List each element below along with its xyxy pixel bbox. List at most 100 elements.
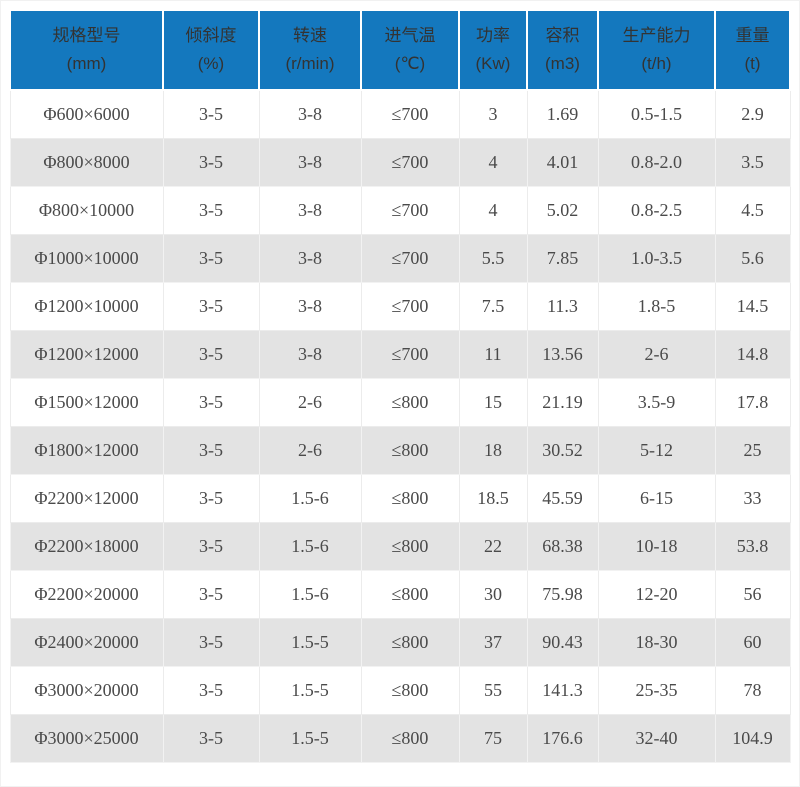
column-header-spec-model: 规格型号 (mm): [9, 9, 164, 91]
table-cell: 3-8: [258, 185, 362, 235]
table-cell: 1.5-6: [258, 521, 362, 571]
table-cell: ≤800: [360, 665, 460, 715]
table-cell: 75: [458, 713, 528, 763]
table-cell: 25: [714, 425, 791, 475]
table-row: Φ3000×20000 3-5 1.5-5 ≤800 55 141.3 25-35 78: [9, 665, 791, 715]
table-cell: 0.5-1.5: [597, 89, 716, 139]
table-cell: 55: [458, 665, 528, 715]
table-cell: 4: [458, 137, 528, 187]
table-cell: 7.5: [458, 281, 528, 331]
spec-table: 规格型号 (mm) 倾斜度 (%) 转速 (r/min) 进气温 (℃) 功率: [9, 9, 791, 763]
table-cell: 45.59: [526, 473, 599, 523]
table-cell: 3-5: [162, 569, 260, 619]
table-cell: 56: [714, 569, 791, 619]
table-cell: 3-5: [162, 665, 260, 715]
table-cell: 3-5: [162, 425, 260, 475]
table-cell: 5.6: [714, 233, 791, 283]
table-cell: 14.8: [714, 329, 791, 379]
table-cell: ≤700: [360, 185, 460, 235]
table-cell: ≤800: [360, 713, 460, 763]
table-cell: 3-5: [162, 185, 260, 235]
column-title: 生产能力: [622, 26, 691, 45]
table-cell: 68.38: [526, 521, 599, 571]
table-cell: Φ3000×25000: [9, 713, 164, 763]
column-unit: (m3): [545, 54, 580, 73]
table-cell: 3-5: [162, 521, 260, 571]
table-row: Φ3000×25000 3-5 1.5-5 ≤800 75 176.6 32-40 104.9: [9, 713, 791, 763]
table-cell: 22: [458, 521, 528, 571]
spec-table-body: Φ600×6000 3-5 3-8 ≤700 3 1.69 0.5-1.5 2.9 Φ800×8…: [9, 89, 791, 763]
table-cell: ≤800: [360, 473, 460, 523]
table-cell: 3-5: [162, 329, 260, 379]
table-cell: 21.19: [526, 377, 599, 427]
column-header-rotation-speed: 转速 (r/min): [258, 9, 362, 91]
column-unit: (r/min): [285, 54, 335, 73]
table-cell: Φ800×8000: [9, 137, 164, 187]
table-cell: 78: [714, 665, 791, 715]
table-cell: ≤700: [360, 329, 460, 379]
table-cell: 3-5: [162, 473, 260, 523]
table-cell: ≤700: [360, 233, 460, 283]
table-cell: 4.5: [714, 185, 791, 235]
table-row: Φ800×8000 3-5 3-8 ≤700 4 4.01 0.8-2.0 3.5: [9, 137, 791, 187]
table-row: Φ1200×12000 3-5 3-8 ≤700 11 13.56 2-6 14.8: [9, 329, 791, 379]
table-cell: Φ600×6000: [9, 89, 164, 139]
table-cell: 3-8: [258, 137, 362, 187]
table-cell: 2.9: [714, 89, 791, 139]
table-cell: Φ1200×10000: [9, 281, 164, 331]
table-row: Φ2200×12000 3-5 1.5-6 ≤800 18.5 45.59 6-15 33: [9, 473, 791, 523]
table-cell: 1.5-5: [258, 617, 362, 667]
table-cell: 1.5-6: [258, 569, 362, 619]
table-cell: 7.85: [526, 233, 599, 283]
table-cell: 90.43: [526, 617, 599, 667]
table-row: Φ1200×10000 3-5 3-8 ≤700 7.5 11.3 1.8-5 14.5: [9, 281, 791, 331]
table-cell: 2-6: [258, 425, 362, 475]
table-cell: 11.3: [526, 281, 599, 331]
column-unit: (Kw): [475, 54, 511, 73]
table-cell: 5.5: [458, 233, 528, 283]
table-cell: 3-5: [162, 281, 260, 331]
table-cell: 18-30: [597, 617, 716, 667]
table-row: Φ800×10000 3-5 3-8 ≤700 4 5.02 0.8-2.5 4.5: [9, 185, 791, 235]
table-cell: 0.8-2.5: [597, 185, 716, 235]
table-cell: 3-5: [162, 617, 260, 667]
table-cell: 1.5-5: [258, 665, 362, 715]
table-cell: 3-8: [258, 89, 362, 139]
table-cell: 12-20: [597, 569, 716, 619]
table-cell: 11: [458, 329, 528, 379]
table-cell: ≤700: [360, 89, 460, 139]
table-cell: 6-15: [597, 473, 716, 523]
column-header-inlet-temp: 进气温 (℃): [360, 9, 460, 91]
table-cell: 3-5: [162, 233, 260, 283]
table-cell: 13.56: [526, 329, 599, 379]
column-header-weight: 重量 (t): [714, 9, 791, 91]
table-cell: 3-5: [162, 89, 260, 139]
table-cell: ≤700: [360, 137, 460, 187]
column-unit: (℃): [394, 54, 426, 73]
column-header-volume: 容积 (m3): [526, 9, 599, 91]
table-row: Φ1000×10000 3-5 3-8 ≤700 5.5 7.85 1.0-3.5 5.6: [9, 233, 791, 283]
table-cell: Φ1200×12000: [9, 329, 164, 379]
table-cell: 10-18: [597, 521, 716, 571]
table-cell: 1.69: [526, 89, 599, 139]
table-cell: 60: [714, 617, 791, 667]
column-title: 倾斜度: [185, 26, 237, 45]
table-cell: 3-5: [162, 713, 260, 763]
column-title: 转速: [293, 26, 327, 45]
table-cell: 18.5: [458, 473, 528, 523]
column-title: 规格型号: [52, 26, 121, 45]
table-cell: ≤700: [360, 281, 460, 331]
table-cell: 25-35: [597, 665, 716, 715]
table-row: Φ600×6000 3-5 3-8 ≤700 3 1.69 0.5-1.5 2.9: [9, 89, 791, 139]
table-cell: 0.8-2.0: [597, 137, 716, 187]
table-cell: 2-6: [258, 377, 362, 427]
table-cell: Φ2200×12000: [9, 473, 164, 523]
table-cell: 3.5-9: [597, 377, 716, 427]
table-cell: 104.9: [714, 713, 791, 763]
table-cell: 3-8: [258, 281, 362, 331]
table-cell: 37: [458, 617, 528, 667]
column-header-power: 功率 (Kw): [458, 9, 528, 91]
column-unit: (t/h): [641, 54, 672, 73]
table-cell: 17.8: [714, 377, 791, 427]
table-cell: ≤800: [360, 569, 460, 619]
